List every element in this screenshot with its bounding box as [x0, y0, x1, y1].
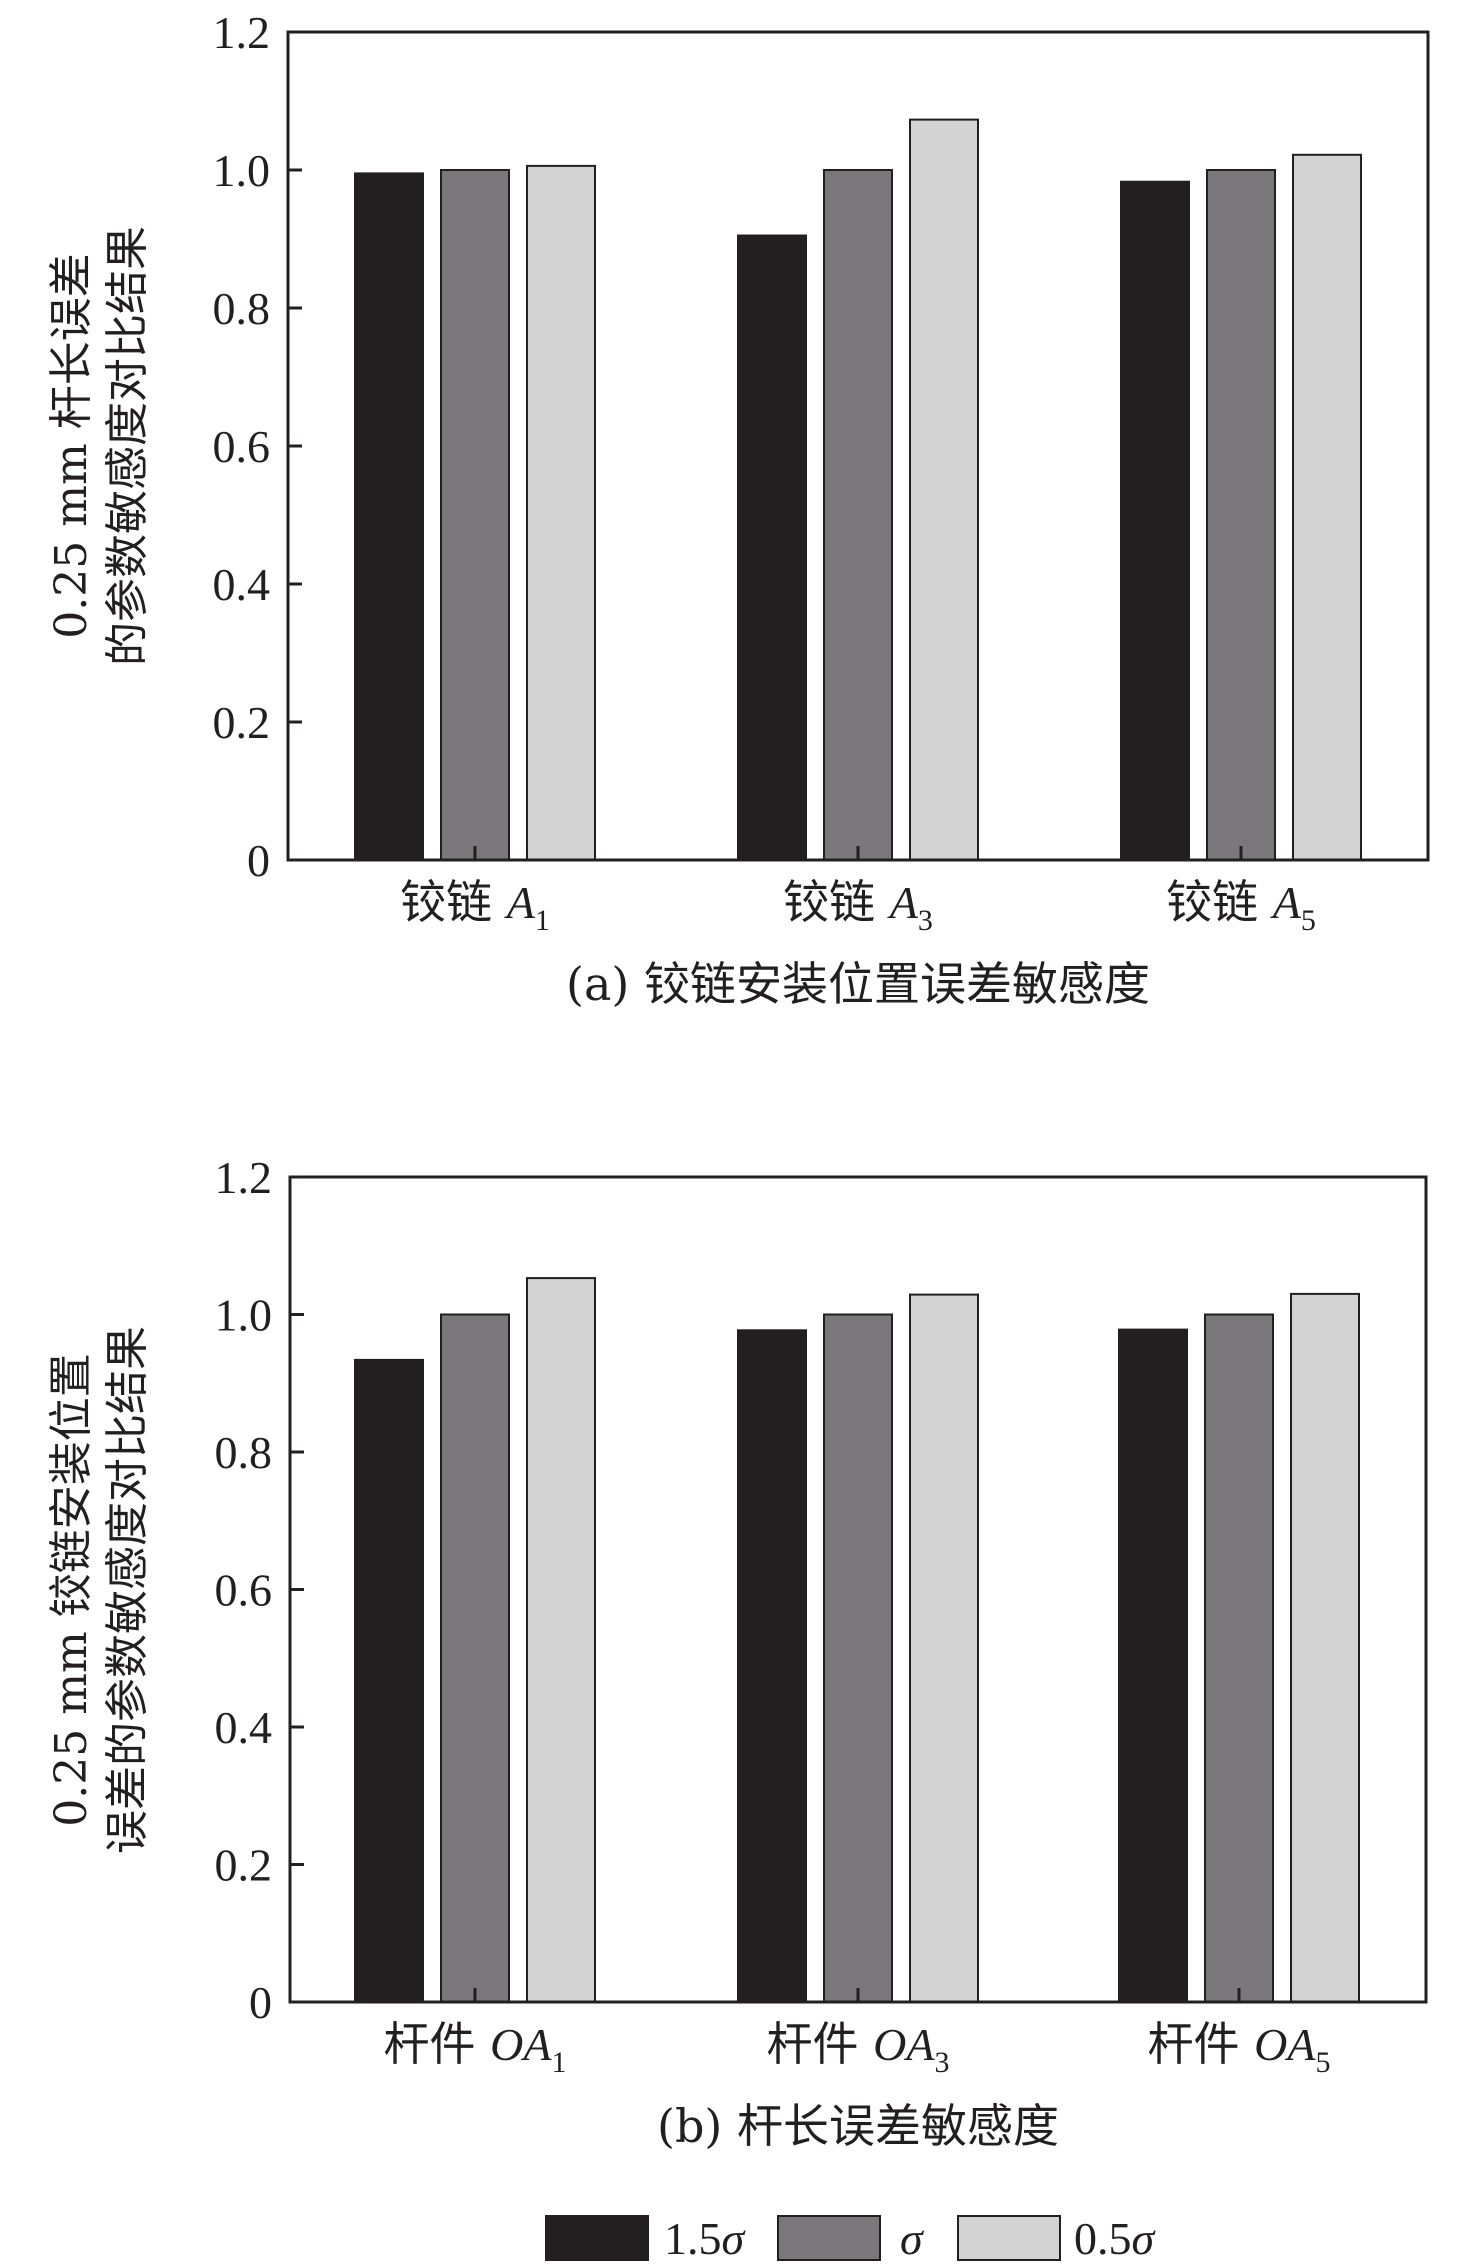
y-axis-label-line-0: 0.25 mm 杆长误差 — [46, 253, 97, 638]
y-axis-label-line-1: 误差的参数敏感度对比结果 — [102, 1326, 153, 1854]
panel-caption: (b) 杆长误差敏感度 — [657, 2099, 1059, 2153]
x-tick-label-subscript: 1 — [535, 904, 550, 937]
bar-series-0-cat-2 — [1118, 1328, 1188, 2003]
x-tick-label-subscript: 3 — [918, 904, 933, 937]
legend-label-sigma: σ — [722, 2213, 747, 2264]
x-tick-label-subscript: 1 — [551, 2046, 566, 2079]
y-tick-label: 0.8 — [215, 1427, 273, 1478]
y-tick-label: 0.2 — [213, 697, 271, 748]
legend-label-1: σ — [900, 2213, 925, 2264]
legend-label-2: 0.5σ — [1074, 2213, 1157, 2264]
y-axis-label-line-0: 0.25 mm 铰链安装位置 — [46, 1353, 97, 1826]
bar-series-0-cat-0 — [354, 172, 424, 861]
y-tick-label: 1.2 — [213, 7, 271, 58]
x-tick-label: 杆件 OA1 — [384, 2017, 567, 2079]
x-tick-label: 杆件 OA3 — [767, 2017, 950, 2079]
bar-series-1-cat-2 — [1204, 1313, 1274, 2003]
x-tick-label-italic: A — [887, 877, 919, 928]
panel-caption: (a) 铰链安装位置误差敏感度 — [566, 957, 1150, 1011]
x-tick-label-prefix: 杆件 — [384, 2017, 491, 2071]
bar-series-2-cat-1 — [909, 118, 979, 862]
y-tick-label: 0.4 — [213, 559, 271, 610]
x-tick-label-italic: OA — [490, 2019, 552, 2070]
x-tick-label-subscript: 3 — [934, 2046, 949, 2079]
legend-label-sigma: σ — [1132, 2213, 1157, 2264]
bar-series-0-cat-0 — [354, 1358, 424, 2003]
bar-series-1-cat-0 — [440, 1313, 510, 2003]
legend-label-0: 1.5σ — [664, 2213, 747, 2264]
y-tick-label: 0 — [247, 835, 270, 886]
legend: 1.5σ σ 0.5σ — [545, 2213, 1157, 2264]
legend-label-sigma: σ — [900, 2213, 925, 2264]
x-tick-label-subscript: 5 — [1301, 904, 1316, 937]
y-tick-label: 0.8 — [213, 283, 271, 334]
x-tick-label: 铰链 A5 — [1166, 875, 1316, 937]
bar-series-1-cat-0 — [440, 169, 510, 861]
bar-series-0-cat-1 — [737, 234, 807, 861]
x-tick-label-prefix: 铰链 — [400, 875, 507, 929]
x-tick-label-subscript: 5 — [1315, 2046, 1330, 2079]
y-tick-label: 1.0 — [213, 145, 271, 196]
bar-series-1-cat-1 — [823, 169, 893, 861]
y-tick-label: 1.2 — [215, 1152, 273, 1203]
chart-panel-b: 00.20.40.60.81.01.2杆件 OA1 杆件 OA3 杆件 OA50.2… — [46, 1152, 1428, 2153]
x-tick-label-prefix: 杆件 — [767, 2017, 874, 2071]
y-axis-label-line-1: 的参数敏感度对比结果 — [102, 226, 153, 666]
legend-label-number: 1.5 — [664, 2213, 722, 2264]
chart-panel-a: 00.20.40.60.81.01.2铰链 A1 铰链 A3 铰链 A50.25 m… — [46, 7, 1430, 1011]
bar-series-2-cat-2 — [1290, 1292, 1360, 2003]
x-tick-label-prefix: 杆件 — [1148, 2017, 1255, 2071]
x-tick-label-italic: A — [504, 877, 536, 928]
bar-series-0-cat-1 — [737, 1329, 807, 2004]
x-tick-label-italic: OA — [1254, 2019, 1316, 2070]
legend-swatch-1 — [777, 2215, 881, 2261]
legend-swatch-2 — [957, 2215, 1061, 2261]
x-tick-label: 杆件 OA5 — [1148, 2017, 1331, 2079]
x-tick-label: 铰链 A3 — [783, 875, 933, 937]
legend-swatch-0 — [545, 2215, 649, 2261]
bar-series-1-cat-2 — [1206, 169, 1276, 861]
x-tick-label: 铰链 A1 — [400, 875, 550, 937]
bar-series-2-cat-0 — [526, 164, 596, 861]
legend-label-number: 0.5 — [1074, 2213, 1132, 2264]
y-tick-label: 0.2 — [215, 1840, 273, 1891]
x-tick-label-italic: OA — [873, 2019, 935, 2070]
bar-series-1-cat-1 — [823, 1313, 893, 2003]
y-tick-label: 0.6 — [215, 1565, 273, 1616]
x-tick-label-italic: A — [1270, 877, 1302, 928]
bar-series-2-cat-0 — [526, 1277, 596, 2003]
y-tick-label: 0.6 — [213, 421, 271, 472]
y-tick-label: 0.4 — [215, 1702, 273, 1753]
x-tick-label-prefix: 铰链 — [1166, 875, 1273, 929]
x-tick-label-prefix: 铰链 — [783, 875, 890, 929]
bar-series-0-cat-2 — [1120, 180, 1190, 861]
bar-series-2-cat-2 — [1292, 153, 1362, 862]
y-tick-label: 1.0 — [215, 1290, 273, 1341]
bar-series-2-cat-1 — [909, 1293, 979, 2003]
y-tick-label: 0 — [249, 1977, 272, 2028]
